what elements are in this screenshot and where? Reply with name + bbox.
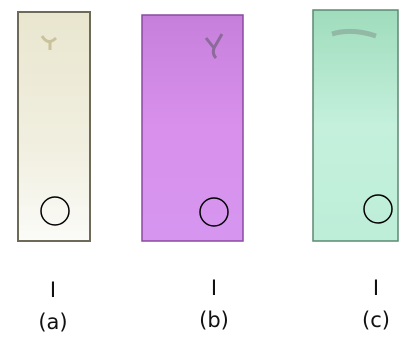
origin-marker: I xyxy=(211,276,217,300)
tlc-figure: I (a) I (b) I (c) xyxy=(0,0,405,338)
plate-b xyxy=(142,15,243,241)
panel-label: (c) xyxy=(362,308,390,332)
panel-label: (a) xyxy=(38,310,67,334)
origin-marker: I xyxy=(373,276,379,300)
plate-a xyxy=(18,12,90,241)
origin-marker: I xyxy=(50,278,56,302)
plate-c xyxy=(313,10,398,241)
panel-label: (b) xyxy=(199,308,229,332)
